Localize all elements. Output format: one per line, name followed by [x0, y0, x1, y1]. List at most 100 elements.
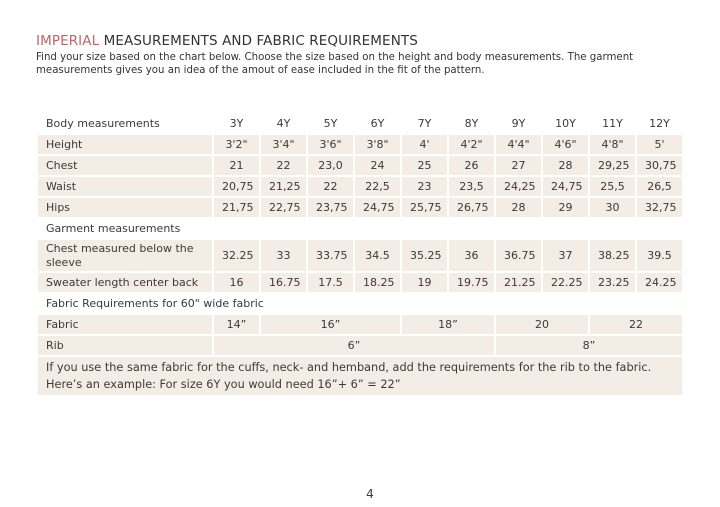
cell: 25,5 [588, 175, 637, 198]
size-header: 9Y [494, 112, 543, 135]
cell: 23,75 [306, 196, 355, 219]
intro: Find your size based on the chart below.… [36, 52, 634, 76]
row-label: Hips [36, 196, 214, 219]
cell: 26 [447, 154, 496, 177]
size-header: 6Y [353, 112, 402, 135]
title-highlight: IMPERIAL [36, 33, 100, 49]
rib-row: Rib 6” 8” [36, 334, 684, 357]
cell: 32.25 [212, 238, 261, 273]
size-header: 11Y [588, 112, 637, 135]
cell: 29,25 [588, 154, 637, 177]
cell: 28 [541, 154, 590, 177]
cell: 21 [212, 154, 261, 177]
section-header: Garment measurements [36, 217, 684, 240]
row-label: Fabric [36, 313, 214, 336]
size-header: 4Y [259, 112, 308, 135]
measurement-row: Waist 20,75 21,25 22 22,5 23 23,5 24,25 24,75 25,… [36, 175, 684, 198]
measurement-row: Chest measured below the sleeve 32.25 33 33… [36, 238, 684, 273]
cell: 22.25 [541, 271, 590, 294]
cell: 18” [400, 313, 496, 336]
cell: 18.25 [353, 271, 402, 294]
row-label: Chest measured below the sleeve [36, 238, 214, 273]
cell: 16” [259, 313, 402, 336]
note-row: If you use the same fabric for the cuffs… [36, 355, 684, 397]
cell: 22,5 [353, 175, 402, 198]
cell: 4'2" [447, 133, 496, 156]
cell: 20,75 [212, 175, 261, 198]
section-header: Fabric Requirements for 60" wide fabric [36, 292, 684, 315]
cell: 16.75 [259, 271, 308, 294]
cell: 33.75 [306, 238, 355, 273]
section-row: Garment measurements [36, 217, 684, 240]
size-header: 12Y [635, 112, 684, 135]
cell: 3'4" [259, 133, 308, 156]
section-row: Fabric Requirements for 60" wide fabric [36, 292, 684, 315]
size-header: 5Y [306, 112, 355, 135]
cell: 24,25 [494, 175, 543, 198]
measurement-row: Chest 21 22 23,0 24 25 26 27 28 29,25 30,75 [36, 154, 684, 177]
cell: 19.75 [447, 271, 496, 294]
cell: 33 [259, 238, 308, 273]
cell: 25 [400, 154, 449, 177]
cell: 5' [635, 133, 684, 156]
cell: 4'6" [541, 133, 590, 156]
size-header: 3Y [212, 112, 261, 135]
row-label: Sweater length center back [36, 271, 214, 294]
cell: 16 [212, 271, 261, 294]
cell: 3'8" [353, 133, 402, 156]
cell: 4'8" [588, 133, 637, 156]
cell: 24 [353, 154, 402, 177]
cell: 4'4" [494, 133, 543, 156]
cell: 3'2" [212, 133, 261, 156]
size-header: 7Y [400, 112, 449, 135]
size-header: 10Y [541, 112, 590, 135]
cell: 39.5 [635, 238, 684, 273]
row-label: Height [36, 133, 214, 156]
cell: 17.5 [306, 271, 355, 294]
section-header: Body measurements [36, 112, 214, 135]
cell: 22 [588, 313, 684, 336]
page-number: 4 [366, 487, 374, 501]
cell: 30 [588, 196, 637, 219]
measurement-row: Sweater length center back 16 16.75 17.5 18.… [36, 271, 684, 294]
size-header: 8Y [447, 112, 496, 135]
cell: 37 [541, 238, 590, 273]
cell: 6” [212, 334, 496, 357]
cell: 4' [400, 133, 449, 156]
cell: 28 [494, 196, 543, 219]
row-label: Chest [36, 154, 214, 177]
measurement-row: Hips 21,75 22,75 23,75 24,75 25,75 26,75 28 29 30… [36, 196, 684, 219]
cell: 8” [494, 334, 684, 357]
cell: 36.75 [494, 238, 543, 273]
size-table: Body measurements 3Y 4Y 5Y 6Y 7Y 8Y 9Y 10Y 11Y 12Y… [36, 112, 684, 397]
cell: 22 [306, 175, 355, 198]
cell: 38.25 [588, 238, 637, 273]
cell: 19 [400, 271, 449, 294]
cell: 21,75 [212, 196, 261, 219]
cell: 21,25 [259, 175, 308, 198]
cell: 30,75 [635, 154, 684, 177]
cell: 23,0 [306, 154, 355, 177]
cell: 21.25 [494, 271, 543, 294]
cell: 22,75 [259, 196, 308, 219]
cell: 20 [494, 313, 590, 336]
measurement-row: Height 3'2" 3'4" 3'6" 3'8" 4' 4'2" 4'4" 4'6" 4'8"… [36, 133, 684, 156]
cell: 23,5 [447, 175, 496, 198]
title-text: MEASUREMENTS AND FABRIC REQUIREMENTS [103, 33, 418, 49]
title: IMPERIAL MEASUREMENTS AND FABRIC REQUIRE… [36, 33, 418, 49]
cell: 27 [494, 154, 543, 177]
cell: 24.25 [635, 271, 684, 294]
cell: 26,5 [635, 175, 684, 198]
cell: 24,75 [541, 175, 590, 198]
row-label: Rib [36, 334, 214, 357]
cell: 14” [212, 313, 261, 336]
note: If you use the same fabric for the cuffs… [36, 355, 684, 397]
cell: 35.25 [400, 238, 449, 273]
cell: 36 [447, 238, 496, 273]
cell: 26,75 [447, 196, 496, 219]
cell: 25,75 [400, 196, 449, 219]
cell: 29 [541, 196, 590, 219]
row-label: Waist [36, 175, 214, 198]
cell: 23 [400, 175, 449, 198]
